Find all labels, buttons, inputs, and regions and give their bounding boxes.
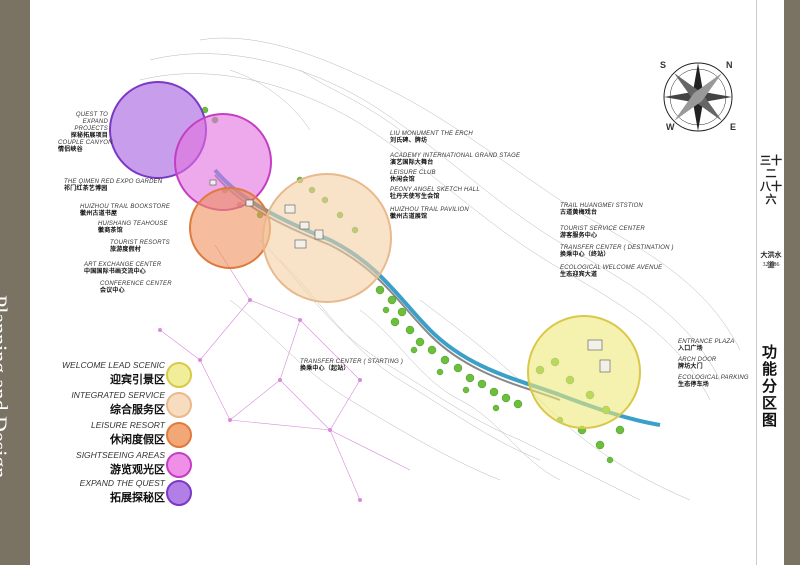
- right-panel: [756, 0, 785, 565]
- section-title: 功能分区图: [762, 345, 778, 429]
- zone-leisure-resort: [189, 187, 271, 269]
- label-transfer-starting: TRANSFER CENTER ( STARTING ) 换乘中心（起站）: [300, 359, 404, 372]
- label-huizhou-bookstore: HUIZHOU TRAIL BOOKSTORE 徽州古道书屋: [80, 204, 171, 217]
- legend-label-en: EXPAND THE QUEST: [79, 478, 165, 488]
- label-resorts: TOURIST RESORTS 旅游度假村: [110, 240, 170, 253]
- contour-lines: [139, 37, 741, 501]
- label-trail-station: TRAIL HUANGMEI STSTION 古道黄梅戏台: [560, 203, 643, 216]
- panel-glyphs: 三十二 八十六: [760, 155, 782, 206]
- right-sidebar: [784, 0, 800, 565]
- label-trail-pavilion: HUIZHOU TRAIL PAVILION 徽州古道展馆: [390, 207, 469, 220]
- legend-swatch: [166, 392, 192, 418]
- label-conference: CONFERENCE CENTER 会议中心: [100, 281, 172, 294]
- legend-row: WELCOME LEAD SCENIC 迎宾引景区: [40, 360, 210, 388]
- label-eco-parking: ECOLOGICAL PARKING 生态停车场: [678, 375, 749, 388]
- legend-label-en: SIGHTSEEING AREAS: [76, 450, 165, 460]
- label-qimen: THE QIMEN RED EXPO GARDEN 祁门红茶艺博园: [64, 179, 163, 192]
- legend-swatch: [166, 362, 192, 388]
- compass-e: E: [730, 122, 737, 132]
- left-sidebar: [0, 0, 30, 565]
- label-quest-projects: QUEST TO EXPAND PROJECTS 探秘拓展项目: [70, 112, 108, 139]
- compass-s: S: [660, 60, 667, 70]
- legend-swatch: [166, 452, 192, 478]
- label-leisure-club: LEISURE CLUB 休闲会馆: [390, 170, 436, 183]
- legend-label-cn: 休闲度假区: [110, 434, 165, 446]
- legend-row: LEISURE RESORT 休闲度假区: [40, 420, 210, 448]
- label-art-center: ART EXCHANGE CENTER 中国国际书画交流中心: [84, 262, 162, 275]
- label-couple-canyon: COUPLE CANYON 情侣峡谷: [58, 140, 113, 153]
- zone-integrated-service: [262, 173, 392, 303]
- legend-row: EXPAND THE QUEST 拓展探秘区: [40, 478, 210, 506]
- legend-label-en: INTEGRATED SERVICE: [71, 390, 165, 400]
- buildings: [209, 179, 611, 373]
- label-arch-door: ARCH DOOR 牌坊大门: [678, 357, 717, 370]
- legend-label-cn: 迎宾引景区: [110, 374, 165, 386]
- label-eco-avenue: ECOLOGICAL WELCOME AVENUE 生态迎宾大道: [560, 265, 663, 278]
- label-service-center: TOURIST SERVICE CENTER 游客服务中心: [560, 226, 645, 239]
- label-transfer-destination: TRANSFER CENTER ( DESTINATION ) 换乘中心（终站）: [560, 245, 674, 258]
- legend-swatch: [166, 480, 192, 506]
- label-teahouse: HUISHANG TEAHOUSE 徽商茶馆: [98, 221, 168, 234]
- compass-w: W: [666, 122, 675, 132]
- legend-row: INTEGRATED SERVICE 综合服务区: [40, 390, 210, 418]
- legend-label-cn: 综合服务区: [110, 404, 165, 416]
- zone-welcome-lead: [527, 315, 641, 429]
- connector-nodes: [158, 298, 362, 502]
- panel-code: 32 · 86: [762, 262, 780, 268]
- compass-rose: [663, 62, 733, 132]
- legend-swatch: [166, 422, 192, 448]
- panel-brand: 大洪水道: [760, 251, 782, 269]
- label-liu-monument: LIU MONUMENT THE ERCH 刘氏碑、牌坊: [390, 131, 473, 144]
- legend-label-en: WELCOME LEAD SCENIC: [62, 360, 165, 370]
- label-entrance-plaza: ENTRANCE PLAZA 入口广场: [678, 339, 735, 352]
- legend-label-cn: 游览观光区: [110, 464, 165, 476]
- label-academy: ACADEMY INTERNATIONAL GRAND STAGE 演艺国际大舞台: [390, 153, 521, 166]
- label-peony: PEONY ANGEL SKETCH HALL 牡丹天使写生会馆: [390, 187, 480, 200]
- legend-label-en: LEISURE RESORT: [90, 420, 165, 430]
- legend-row: SIGHTSEEING AREAS 游览观光区: [40, 450, 210, 478]
- compass-n: N: [726, 60, 733, 70]
- legend-label-cn: 拓展探秘区: [110, 492, 165, 504]
